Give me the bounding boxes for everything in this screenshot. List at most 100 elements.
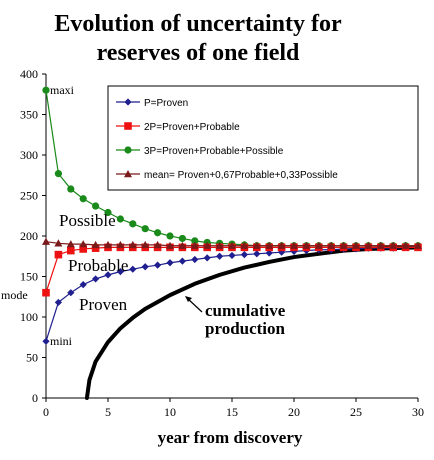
data-point (178, 234, 186, 243)
data-point (42, 337, 50, 345)
data-point (79, 281, 87, 289)
data-point (141, 263, 149, 271)
annotation-arrowhead (185, 296, 192, 302)
legend-marker (124, 98, 132, 106)
legend-label: mean= Proven+0,67Probable+0,33Possible (144, 170, 338, 181)
data-point (364, 241, 373, 249)
legend-item: 3P=Proven+Probable+Possible (116, 146, 284, 157)
data-point (252, 241, 261, 249)
data-point (389, 241, 398, 249)
series-line (84, 245, 420, 400)
data-point (265, 249, 273, 257)
x-tick-label: 15 (226, 405, 238, 419)
y-tick-label: 0 (32, 391, 38, 405)
legend: P=Proven 2P=Proven+Probable 3P=Proven+Prob… (107, 85, 419, 191)
data-point (67, 185, 75, 193)
data-point (54, 250, 63, 259)
data-point (190, 241, 199, 249)
data-point (178, 257, 186, 265)
data-point (154, 229, 162, 237)
legend-item: P=Proven (116, 98, 188, 109)
legend-label: 3P=Proven+Probable+Possible (144, 146, 284, 157)
data-point (66, 240, 75, 248)
data-point (153, 240, 162, 249)
series-cumulative-production (84, 245, 420, 400)
x-axis-label: year from discovery (158, 428, 303, 447)
data-point (228, 251, 236, 260)
data-point (67, 289, 75, 297)
annotation-cumulative-line-2: production (205, 319, 286, 338)
y-tick-label: 200 (20, 229, 38, 243)
legend-marker (124, 122, 132, 130)
data-point (54, 170, 63, 178)
annotation-possible: Possible (59, 211, 116, 230)
data-point (253, 250, 261, 258)
annotation-proven: Proven (79, 295, 128, 314)
data-point (401, 241, 410, 249)
data-point (91, 240, 100, 249)
data-point (166, 259, 174, 267)
legend-label: 2P=Proven+Probable (144, 122, 240, 133)
data-point (67, 246, 75, 255)
tick-labels: 0 50 100 150 200 250 300 350 400 0 5 10 15 20 25 30 (20, 67, 424, 419)
data-point (191, 255, 199, 264)
data-point (91, 244, 100, 252)
data-point (104, 208, 112, 217)
data-point (104, 240, 112, 249)
data-point (116, 240, 125, 249)
data-point (116, 268, 124, 276)
legend-marker (124, 170, 132, 178)
data-point (128, 240, 137, 249)
y-tick-label: 400 (20, 67, 38, 81)
data-point (277, 241, 286, 249)
legend-item: 2P=Proven+Probable (116, 122, 240, 133)
data-point (129, 265, 137, 273)
data-point (265, 241, 274, 249)
data-point (54, 239, 63, 247)
data-point (79, 240, 88, 248)
data-point (141, 240, 150, 249)
x-tick-label: 25 (350, 405, 362, 419)
legend-marker (124, 146, 132, 154)
data-point (178, 241, 187, 249)
y-tick-label: 350 (20, 108, 38, 122)
data-point (129, 220, 137, 228)
data-point (376, 241, 385, 249)
data-point (92, 202, 100, 210)
data-point (42, 86, 50, 94)
data-point (327, 241, 336, 249)
data-point (54, 298, 62, 307)
y-tick-label: 100 (20, 310, 38, 324)
annotation-mini: mini (50, 334, 73, 348)
data-point (216, 252, 224, 260)
x-tick-label: 30 (412, 405, 424, 419)
data-point (92, 275, 100, 283)
y-tick-label: 250 (20, 189, 38, 203)
chart-title-line-1: Evolution of uncertainty for (54, 11, 342, 37)
data-point (191, 237, 199, 245)
y-tick-label: 300 (20, 148, 38, 162)
data-point (79, 245, 87, 253)
x-tick-label: 5 (105, 405, 111, 419)
x-tick-label: 20 (288, 405, 300, 419)
data-point (352, 241, 360, 249)
annotation-probable: Probable (68, 256, 128, 275)
data-point (240, 251, 248, 259)
plot-area (42, 86, 422, 400)
data-point (104, 271, 112, 279)
legend-label: P=Proven (144, 98, 188, 109)
data-point (203, 254, 211, 262)
data-point (278, 248, 286, 256)
annotation-mode: mode (1, 288, 28, 302)
data-point (314, 241, 323, 249)
annotation-cumulative-line-1: cumulative (205, 301, 286, 320)
legend-box (107, 85, 419, 191)
data-point (302, 241, 311, 249)
y-tick-label: 150 (20, 270, 38, 284)
data-point (166, 241, 174, 249)
data-point (290, 241, 298, 249)
data-point (414, 241, 422, 249)
data-point (79, 195, 87, 203)
data-point (116, 215, 124, 223)
x-tick-label: 0 (43, 405, 49, 419)
